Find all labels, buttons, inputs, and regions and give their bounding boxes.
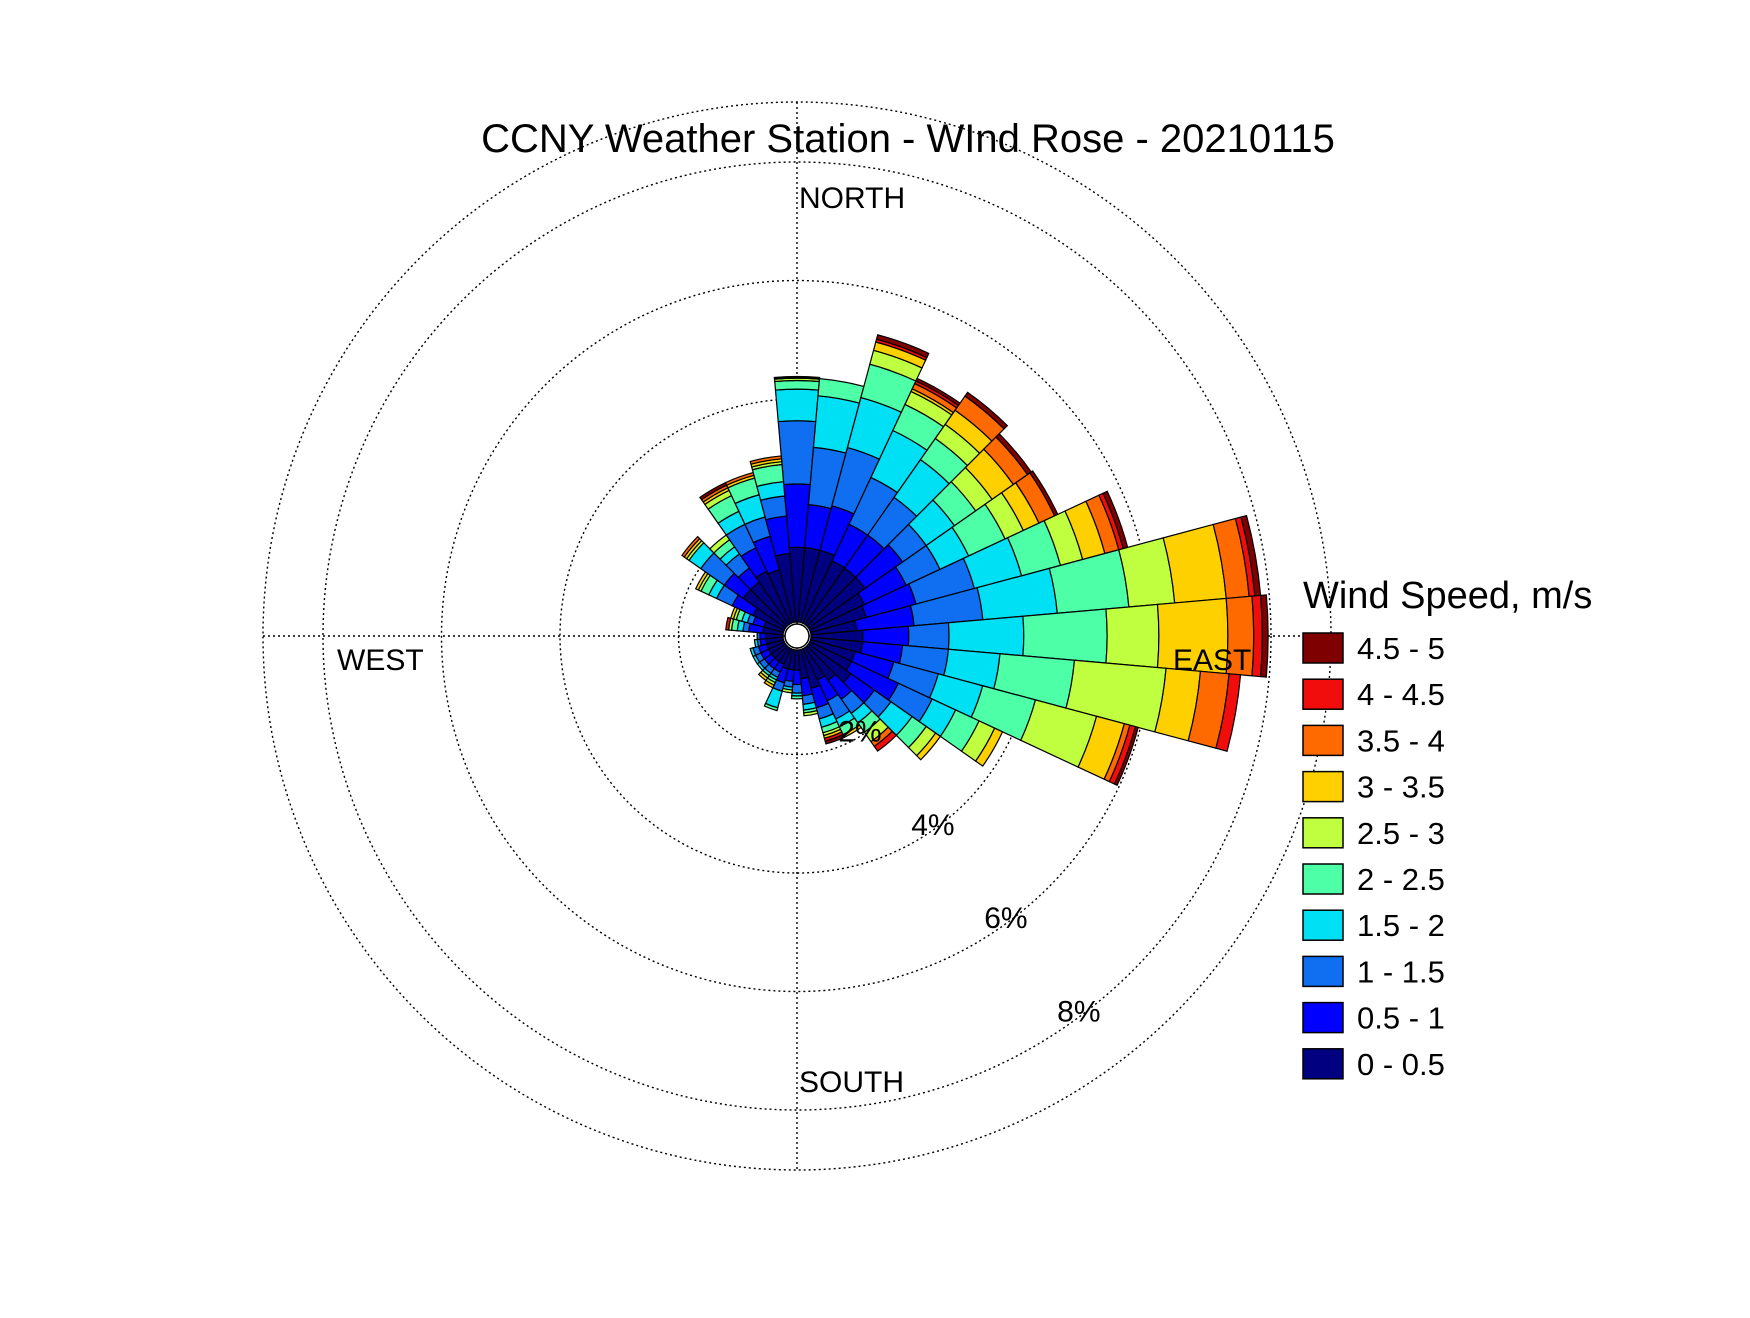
wind-bar-segment [753,638,760,648]
legend-swatch [1302,1001,1344,1034]
legend-swatch [1302,678,1344,710]
wind-bar-segment [964,391,1009,430]
wind-bar-segment [915,732,942,761]
wind-rose-bars [681,334,1269,787]
legend-swatch [1302,770,1344,803]
wind-bar-segment [774,388,820,423]
wind-bar-segment [1259,594,1269,678]
wind-bar-segment [681,535,701,558]
legend-label: 4.5 - 5 [1357,631,1445,666]
legend-swatch [1302,1048,1344,1080]
legend: Wind Speed, m/s 4.5 - 5 4 - 4.5 3.5 - 4 3 -… [1302,575,1592,1082]
wind-bar-segment [763,679,775,689]
legend-label: 1.5 - 2 [1357,908,1445,943]
wind-bar-segment [763,702,779,712]
wind-bar-segment [1215,673,1242,752]
legend-label: 0.5 - 1 [1357,1001,1445,1036]
wind-bar-segment [757,671,769,682]
legend-swatch [1302,817,1344,849]
center-calm-circle [784,623,810,649]
legend-swatch [1302,724,1344,757]
wind-bar-segment [1113,725,1139,787]
radial-tick-label: 6% [984,902,1027,935]
radial-tick-label: 8% [1057,996,1100,1029]
wind-bar-segment [824,733,846,745]
wind-bar-segment [1251,594,1263,678]
wind-bar-segment [774,379,820,391]
legend-label: 3 - 3.5 [1357,770,1445,805]
wind-bar-segment [790,695,804,700]
legend-label: 4 - 4.5 [1357,677,1445,712]
legend-swatch [1302,955,1344,988]
legend-swatch [1302,909,1344,941]
wind-bar-segment [773,375,821,379]
chart-title: CCNY Weather Station - WInd Rose - 20210… [481,117,1335,161]
legend-items: 4.5 - 5 4 - 4.5 3.5 - 4 3 - 3.5 2.5 - 3 2 - 2… [1302,631,1445,1082]
wind-bar-segment [725,616,732,631]
wind-bar-segment [777,420,817,486]
label-north: NORTH [799,182,905,215]
radial-tick-label: 2% [838,715,881,748]
legend-swatch [1302,632,1344,664]
label-east: EAST [1173,644,1251,677]
wind-bar-segment [873,730,898,752]
legend-label: 3.5 - 4 [1357,723,1445,758]
legend-label: 1 - 1.5 [1357,954,1445,989]
legend-label: 0 - 0.5 [1357,1047,1445,1082]
legend-title: Wind Speed, m/s [1303,575,1592,617]
legend-label: 2.5 - 3 [1357,816,1445,851]
legend-label: 2 - 2.5 [1357,862,1445,897]
wind-bar-segment [974,727,1004,767]
wind-bar-segment [875,334,930,359]
legend-swatch [1302,863,1344,895]
wind-bar-segment [1105,603,1160,669]
label-south: SOUTH [799,1066,904,1099]
grid-circle [322,161,1272,1111]
direction-labels: NORTH EAST SOUTH WEST [337,182,1251,1099]
wind-bar-segment [1022,608,1108,664]
radial-tick-label: 4% [911,809,954,842]
label-west: WEST [337,644,424,677]
radial-tick-labels: 2% 4% 6% 8% [838,715,1100,1028]
wind-bar-segment [749,455,783,465]
wind-bar-segment [907,622,950,650]
wind-bar-segment [803,709,819,717]
wind-bar-segment [749,647,757,658]
wind-bar-segment [791,683,803,694]
wind-bar-segment [756,631,761,641]
